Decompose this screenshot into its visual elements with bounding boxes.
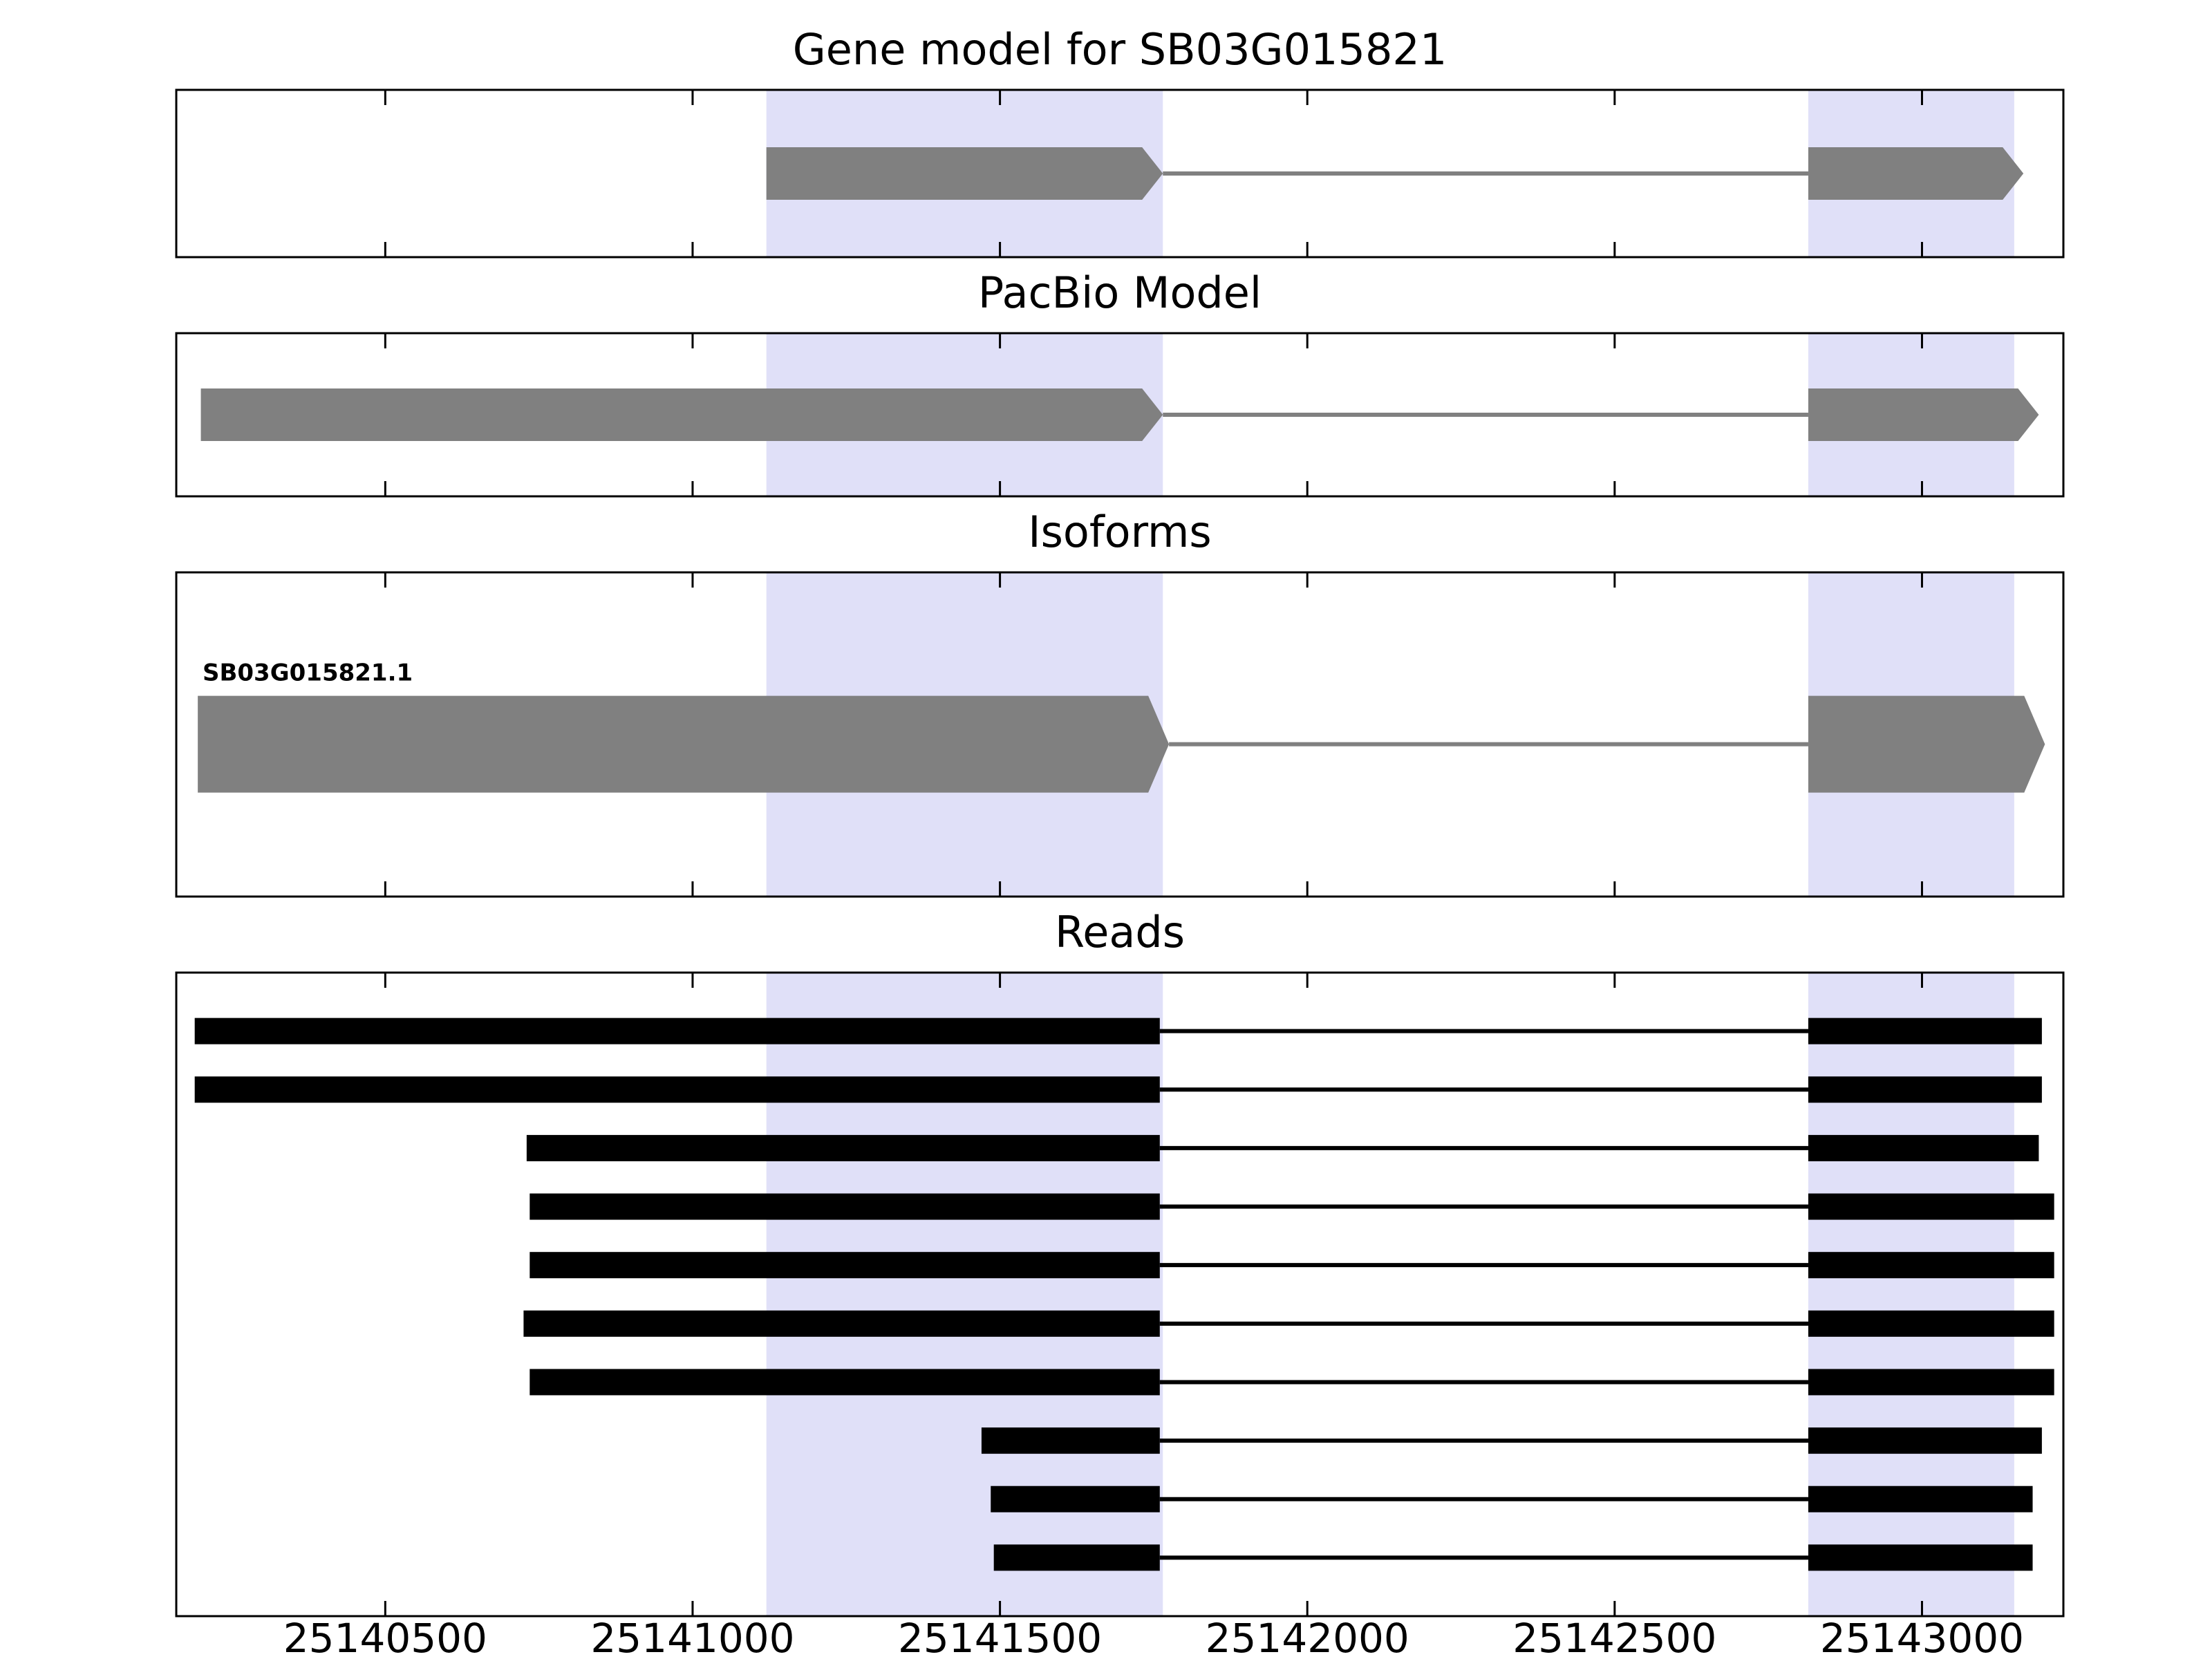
read-exon [526, 1134, 1160, 1161]
panel-title-pacbio-model: PacBio Model [977, 268, 1262, 318]
panel-border [175, 571, 2065, 898]
exon-arrow [1808, 388, 2039, 441]
read-exon [1808, 1310, 2054, 1337]
tick-label: 25141000 [590, 1615, 794, 1659]
tick-label: 25140500 [283, 1615, 487, 1659]
exon-arrow [1808, 147, 2024, 200]
panel-title-isoforms: Isoforms [1028, 507, 1212, 557]
exon-arrow [198, 695, 1170, 793]
exon-arrow [766, 147, 1163, 200]
tick-label: 25142000 [1206, 1615, 1409, 1659]
read-exon [1808, 1076, 2042, 1103]
highlight-band [1808, 973, 2014, 1616]
read-exon [529, 1193, 1160, 1220]
read-exon [993, 1544, 1160, 1571]
tick-label: 25143000 [1820, 1615, 2024, 1659]
panel-title-reads: Reads [1054, 907, 1185, 957]
read-exon [1808, 1018, 2042, 1044]
read-exon [981, 1427, 1160, 1454]
read-exon [1808, 1427, 2042, 1454]
read-exon [1808, 1485, 2033, 1512]
exon-arrow [200, 388, 1163, 441]
read-exon [529, 1252, 1160, 1279]
panel-title-gene-model: Gene model for SB03G015821 [792, 24, 1447, 75]
read-exon [523, 1310, 1160, 1337]
panel-border [175, 332, 2065, 498]
panel-border [175, 88, 2065, 259]
read-exon [1808, 1252, 2054, 1279]
highlight-band [766, 973, 1163, 1616]
panel-border [175, 971, 2065, 1618]
exon-arrow [1808, 695, 2045, 793]
read-exon [991, 1485, 1160, 1512]
read-exon [194, 1076, 1160, 1103]
read-exon [1808, 1134, 2039, 1161]
read-exon [529, 1369, 1160, 1396]
isoform-label: SB03G015821.1 [203, 659, 413, 687]
read-exon [1808, 1193, 2054, 1220]
read-exon [1808, 1369, 2054, 1396]
tick-label: 25141500 [898, 1615, 1102, 1659]
read-exon [194, 1018, 1160, 1044]
read-exon [1808, 1544, 2033, 1571]
tick-label: 25142500 [1512, 1615, 1716, 1659]
